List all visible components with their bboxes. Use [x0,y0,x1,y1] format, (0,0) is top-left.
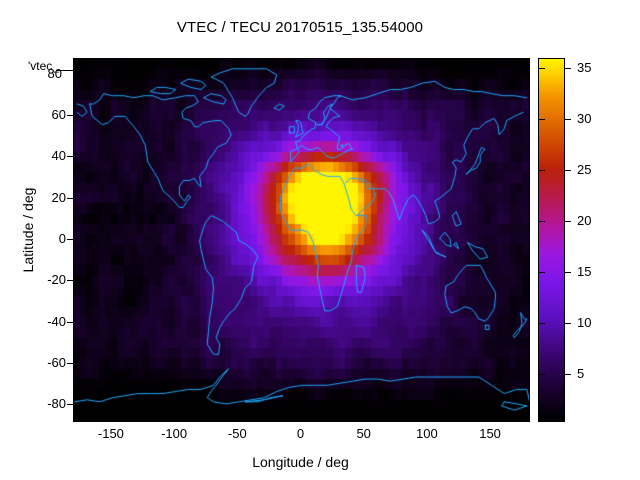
y-tick-label-overlapped: 80 [47,65,62,81]
y-tick-label: 40 [51,148,66,164]
colorbar-tick-mark-inner [539,119,545,121]
colorbar-tick-mark [565,119,571,121]
colorbar-tick-mark [565,323,571,325]
x-tick-label: 100 [416,426,438,441]
y-tick-mark [67,239,73,240]
x-tick-label: 0 [296,426,305,441]
y-tick-mark [67,114,73,116]
colorbar-tick-mark [565,170,571,172]
y-tick-mark [67,156,73,158]
page-title: VTEC / TECU 20170515_135.54000 [176,19,424,36]
y-tick-label: 60 [51,106,66,122]
coastline-overlay [74,59,529,421]
x-tick-mark [300,414,302,420]
x-tick-mark [174,414,176,420]
x-tick-mark [426,414,428,420]
y-tick-mark [67,280,73,282]
x-tick-mark [237,414,239,420]
y-axis-label: Latitude / deg [20,187,36,273]
colorbar-tick-mark [565,221,571,223]
x-tick-label: 50 [356,426,371,441]
y-tick-mark [67,197,73,199]
colorbar-tick-mark-inner [539,221,545,223]
x-axis-label: Longitude / deg [252,454,349,470]
x-tick-label: -100 [161,426,188,441]
colorbar-tick-label: 25 [577,162,592,178]
y-tick-label: -60 [47,355,66,371]
colorbar-tick-mark [565,272,571,274]
y-tick-label: 0 [58,231,66,246]
colorbar-gradient [539,59,564,421]
plot-key-line [56,70,73,71]
colorbar-tick-mark [565,68,571,70]
colorbar-tick-mark-inner [539,323,545,325]
y-tick-label: -80 [47,396,66,412]
colorbar-tick-mark-inner [539,374,545,376]
x-tick-label: -150 [97,426,124,441]
x-tick-label: 150 [479,426,501,441]
y-tick-mark [67,321,73,323]
colorbar-tick-label: 10 [577,315,592,331]
colorbar-tick-mark [565,374,571,376]
colorbar-tick-mark-inner [539,68,545,70]
x-tick-mark [363,414,365,420]
colorbar-tick-label: 30 [577,111,592,127]
x-tick-label: -50 [227,426,247,441]
y-tick-label: -40 [47,313,66,329]
colorbar-tick-label: 15 [577,264,592,280]
plot-key-label: 'vtec_ [28,59,59,73]
colorbar-tick-label: 20 [577,213,592,229]
colorbar-tick-mark-inner [539,170,545,172]
y-tick-mark [67,404,73,406]
x-tick-mark [490,414,492,420]
colorbar [538,58,565,422]
y-tick-label: -20 [47,272,66,288]
map-plot-area [73,58,530,422]
y-tick-mark [67,363,73,365]
colorbar-tick-label: 35 [577,60,592,76]
y-tick-label: 20 [51,189,66,205]
colorbar-tick-mark-inner [539,272,545,274]
colorbar-tick-label: 5 [577,366,585,382]
x-tick-mark [110,414,112,420]
